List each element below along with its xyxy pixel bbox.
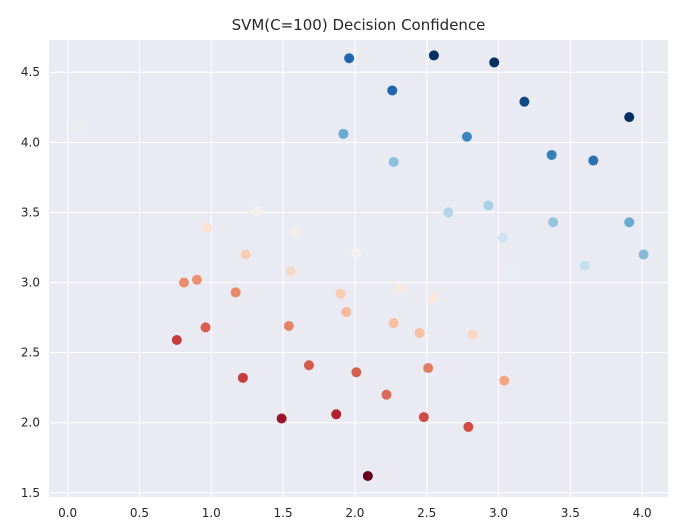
scatter-point: [179, 277, 190, 288]
scatter-point: [351, 248, 362, 259]
scatter-point: [414, 327, 425, 338]
scatter-point: [200, 322, 211, 333]
scatter-point: [381, 389, 392, 400]
scatter-point: [497, 232, 508, 243]
x-tick-label: 4.0: [633, 506, 652, 520]
scatter-point: [388, 318, 399, 329]
scatter-point: [171, 334, 182, 345]
scatter-point: [588, 155, 599, 166]
scatter-point: [638, 249, 649, 260]
scatter-point: [546, 149, 557, 160]
scatter-point: [388, 156, 399, 167]
y-tick-label: 4.5: [21, 65, 40, 79]
scatter-point: [467, 329, 478, 340]
y-tick-label: 2.5: [21, 346, 40, 360]
y-tick-label: 1.5: [21, 486, 40, 500]
scatter-point: [237, 372, 248, 383]
y-tick-label: 3.5: [21, 205, 40, 219]
scatter-point: [423, 363, 434, 374]
scatter-point: [351, 367, 362, 378]
x-tick-label: 2.0: [345, 506, 364, 520]
y-tick-label: 4.0: [21, 135, 40, 149]
data-points: [74, 50, 649, 481]
scatter-point: [483, 200, 494, 211]
scatter-point: [303, 360, 314, 371]
scatter-point: [394, 283, 405, 294]
scatter-point: [499, 375, 510, 386]
x-tick-label: 2.5: [417, 506, 436, 520]
scatter-point: [283, 320, 294, 331]
y-tick-label: 2.0: [21, 416, 40, 430]
scatter-point: [276, 413, 287, 424]
x-tick-label: 0.0: [58, 506, 77, 520]
grid-lines: [49, 40, 668, 497]
x-tick-label: 0.5: [130, 506, 149, 520]
scatter-point: [428, 50, 439, 61]
scatter-point: [489, 57, 500, 68]
scatter-point: [463, 421, 474, 432]
scatter-point: [548, 217, 559, 228]
scatter-point: [427, 292, 438, 303]
scatter-point: [338, 128, 349, 139]
scatter-point: [191, 274, 202, 285]
y-axis-ticks: 1.5 2.0 2.5 3.0 3.5 4.0 4.5: [21, 65, 40, 500]
x-tick-label: 1.5: [274, 506, 293, 520]
scatter-point: [331, 409, 342, 420]
scatter-point: [519, 96, 530, 107]
scatter-point: [461, 131, 472, 142]
scatter-point: [387, 85, 398, 96]
scatter-point: [252, 206, 263, 217]
scatter-point: [74, 121, 85, 132]
scatter-point: [362, 470, 373, 481]
scatter-point: [624, 112, 635, 123]
scatter-point: [289, 227, 300, 238]
scatter-point: [240, 249, 251, 260]
scatter-point: [624, 217, 635, 228]
scatter-point: [418, 412, 429, 423]
scatter-point: [579, 260, 590, 271]
x-tick-label: 3.0: [489, 506, 508, 520]
x-tick-label: 1.0: [202, 506, 221, 520]
y-tick-label: 3.0: [21, 276, 40, 290]
scatter-point: [443, 207, 454, 218]
scatter-point: [201, 222, 212, 233]
scatter-point: [507, 267, 518, 278]
scatter-point: [285, 266, 296, 277]
chart-title: SVM(C=100) Decision Confidence: [232, 16, 486, 34]
x-tick-label: 3.5: [561, 506, 580, 520]
scatter-point: [230, 287, 241, 298]
x-axis-ticks: 0.0 0.5 1.0 1.5 2.0 2.5 3.0 3.5 4.0: [58, 506, 652, 520]
scatter-point: [335, 288, 346, 299]
plot-area: [49, 40, 668, 497]
scatter-point: [344, 53, 355, 64]
scatter-point: [341, 306, 352, 317]
